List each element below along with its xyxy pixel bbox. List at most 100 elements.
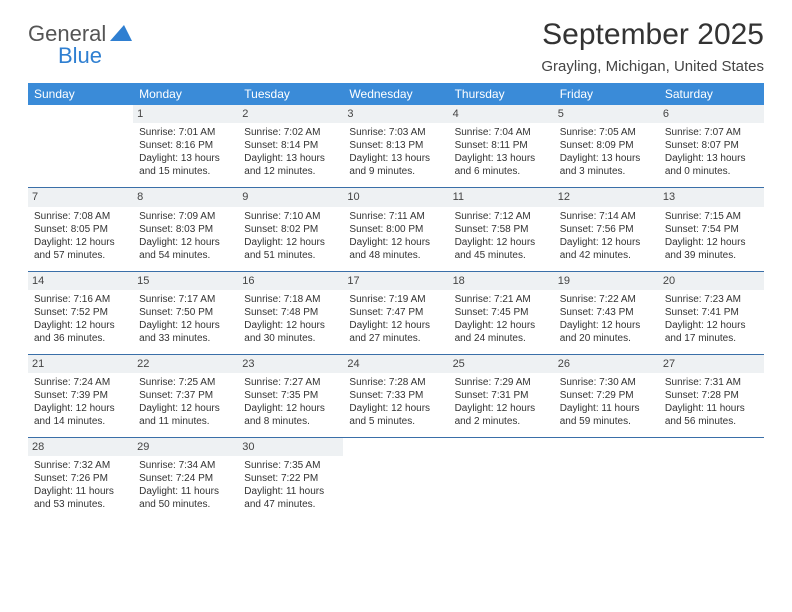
calendar-day: 22Sunrise: 7:25 AMSunset: 7:37 PMDayligh… [133,355,238,437]
day-number: 19 [554,272,659,290]
calendar-day: 1Sunrise: 7:01 AMSunset: 8:16 PMDaylight… [133,105,238,187]
daylight-text: Daylight: 13 hours and 15 minutes. [139,152,232,178]
sunset-text: Sunset: 7:35 PM [244,389,337,402]
day-number [449,438,554,442]
sunset-text: Sunset: 8:07 PM [665,139,758,152]
daylight-text: Daylight: 12 hours and 2 minutes. [455,402,548,428]
daylight-text: Daylight: 12 hours and 51 minutes. [244,236,337,262]
page-subtitle: Grayling, Michigan, United States [541,58,764,75]
sunrise-text: Sunrise: 7:32 AM [34,459,127,472]
weekday-header-row: Sunday Monday Tuesday Wednesday Thursday… [28,83,764,105]
day-number: 26 [554,355,659,373]
day-number: 18 [449,272,554,290]
weekday-header: Friday [554,87,659,101]
sunset-text: Sunset: 7:45 PM [455,306,548,319]
daylight-text: Daylight: 11 hours and 59 minutes. [560,402,653,428]
sunset-text: Sunset: 7:47 PM [349,306,442,319]
logo-sail-icon [110,25,132,41]
sunset-text: Sunset: 7:52 PM [34,306,127,319]
day-number: 30 [238,438,343,456]
day-number: 13 [659,188,764,206]
calendar-day: 7Sunrise: 7:08 AMSunset: 8:05 PMDaylight… [28,188,133,270]
day-number: 17 [343,272,448,290]
daylight-text: Daylight: 12 hours and 11 minutes. [139,402,232,428]
sunrise-text: Sunrise: 7:11 AM [349,210,442,223]
sunset-text: Sunset: 7:29 PM [560,389,653,402]
sunrise-text: Sunrise: 7:18 AM [244,293,337,306]
sunrise-text: Sunrise: 7:21 AM [455,293,548,306]
sunset-text: Sunset: 7:54 PM [665,223,758,236]
calendar-week: 1Sunrise: 7:01 AMSunset: 8:16 PMDaylight… [28,105,764,188]
calendar-day: 4Sunrise: 7:04 AMSunset: 8:11 PMDaylight… [449,105,554,187]
sunset-text: Sunset: 7:31 PM [455,389,548,402]
calendar-day: 11Sunrise: 7:12 AMSunset: 7:58 PMDayligh… [449,188,554,270]
day-number: 29 [133,438,238,456]
sunrise-text: Sunrise: 7:28 AM [349,376,442,389]
daylight-text: Daylight: 13 hours and 0 minutes. [665,152,758,178]
sunrise-text: Sunrise: 7:27 AM [244,376,337,389]
calendar-day: 30Sunrise: 7:35 AMSunset: 7:22 PMDayligh… [238,438,343,520]
day-number: 20 [659,272,764,290]
sunrise-text: Sunrise: 7:03 AM [349,126,442,139]
daylight-text: Daylight: 11 hours and 50 minutes. [139,485,232,511]
daylight-text: Daylight: 12 hours and 14 minutes. [34,402,127,428]
sunset-text: Sunset: 8:16 PM [139,139,232,152]
daylight-text: Daylight: 12 hours and 33 minutes. [139,319,232,345]
weekday-header: Monday [133,87,238,101]
sunset-text: Sunset: 7:39 PM [34,389,127,402]
sunrise-text: Sunrise: 7:22 AM [560,293,653,306]
daylight-text: Daylight: 12 hours and 45 minutes. [455,236,548,262]
calendar-day: 19Sunrise: 7:22 AMSunset: 7:43 PMDayligh… [554,272,659,354]
calendar-day: 12Sunrise: 7:14 AMSunset: 7:56 PMDayligh… [554,188,659,270]
calendar-day: 21Sunrise: 7:24 AMSunset: 7:39 PMDayligh… [28,355,133,437]
daylight-text: Daylight: 13 hours and 6 minutes. [455,152,548,178]
sunrise-text: Sunrise: 7:01 AM [139,126,232,139]
sunrise-text: Sunrise: 7:23 AM [665,293,758,306]
calendar-day [659,438,764,520]
sunset-text: Sunset: 7:26 PM [34,472,127,485]
calendar-page: General Blue September 2025 Grayling, Mi… [0,0,792,538]
daylight-text: Daylight: 12 hours and 8 minutes. [244,402,337,428]
sunrise-text: Sunrise: 7:31 AM [665,376,758,389]
day-number: 5 [554,105,659,123]
sunrise-text: Sunrise: 7:15 AM [665,210,758,223]
calendar-day: 6Sunrise: 7:07 AMSunset: 8:07 PMDaylight… [659,105,764,187]
sunset-text: Sunset: 7:28 PM [665,389,758,402]
day-number: 2 [238,105,343,123]
sunset-text: Sunset: 8:03 PM [139,223,232,236]
sunset-text: Sunset: 7:24 PM [139,472,232,485]
calendar-day [449,438,554,520]
sunset-text: Sunset: 7:37 PM [139,389,232,402]
calendar-day: 9Sunrise: 7:10 AMSunset: 8:02 PMDaylight… [238,188,343,270]
sunset-text: Sunset: 7:58 PM [455,223,548,236]
sunrise-text: Sunrise: 7:16 AM [34,293,127,306]
day-number [659,438,764,442]
day-number: 7 [28,188,133,206]
calendar-grid: 1Sunrise: 7:01 AMSunset: 8:16 PMDaylight… [28,105,764,520]
sunset-text: Sunset: 8:11 PM [455,139,548,152]
sunrise-text: Sunrise: 7:09 AM [139,210,232,223]
day-number [28,105,133,109]
page-header: General Blue September 2025 Grayling, Mi… [28,18,764,75]
sunset-text: Sunset: 7:56 PM [560,223,653,236]
day-number: 10 [343,188,448,206]
sunset-text: Sunset: 8:02 PM [244,223,337,236]
daylight-text: Daylight: 12 hours and 24 minutes. [455,319,548,345]
calendar-day: 17Sunrise: 7:19 AMSunset: 7:47 PMDayligh… [343,272,448,354]
daylight-text: Daylight: 12 hours and 36 minutes. [34,319,127,345]
sunset-text: Sunset: 7:48 PM [244,306,337,319]
day-number: 22 [133,355,238,373]
day-number: 11 [449,188,554,206]
sunrise-text: Sunrise: 7:10 AM [244,210,337,223]
day-number: 14 [28,272,133,290]
calendar-week: 7Sunrise: 7:08 AMSunset: 8:05 PMDaylight… [28,188,764,271]
calendar-day: 20Sunrise: 7:23 AMSunset: 7:41 PMDayligh… [659,272,764,354]
sunrise-text: Sunrise: 7:04 AM [455,126,548,139]
sunset-text: Sunset: 8:09 PM [560,139,653,152]
calendar-day: 10Sunrise: 7:11 AMSunset: 8:00 PMDayligh… [343,188,448,270]
daylight-text: Daylight: 11 hours and 47 minutes. [244,485,337,511]
calendar-day: 16Sunrise: 7:18 AMSunset: 7:48 PMDayligh… [238,272,343,354]
calendar-day: 13Sunrise: 7:15 AMSunset: 7:54 PMDayligh… [659,188,764,270]
sunrise-text: Sunrise: 7:19 AM [349,293,442,306]
sunrise-text: Sunrise: 7:34 AM [139,459,232,472]
